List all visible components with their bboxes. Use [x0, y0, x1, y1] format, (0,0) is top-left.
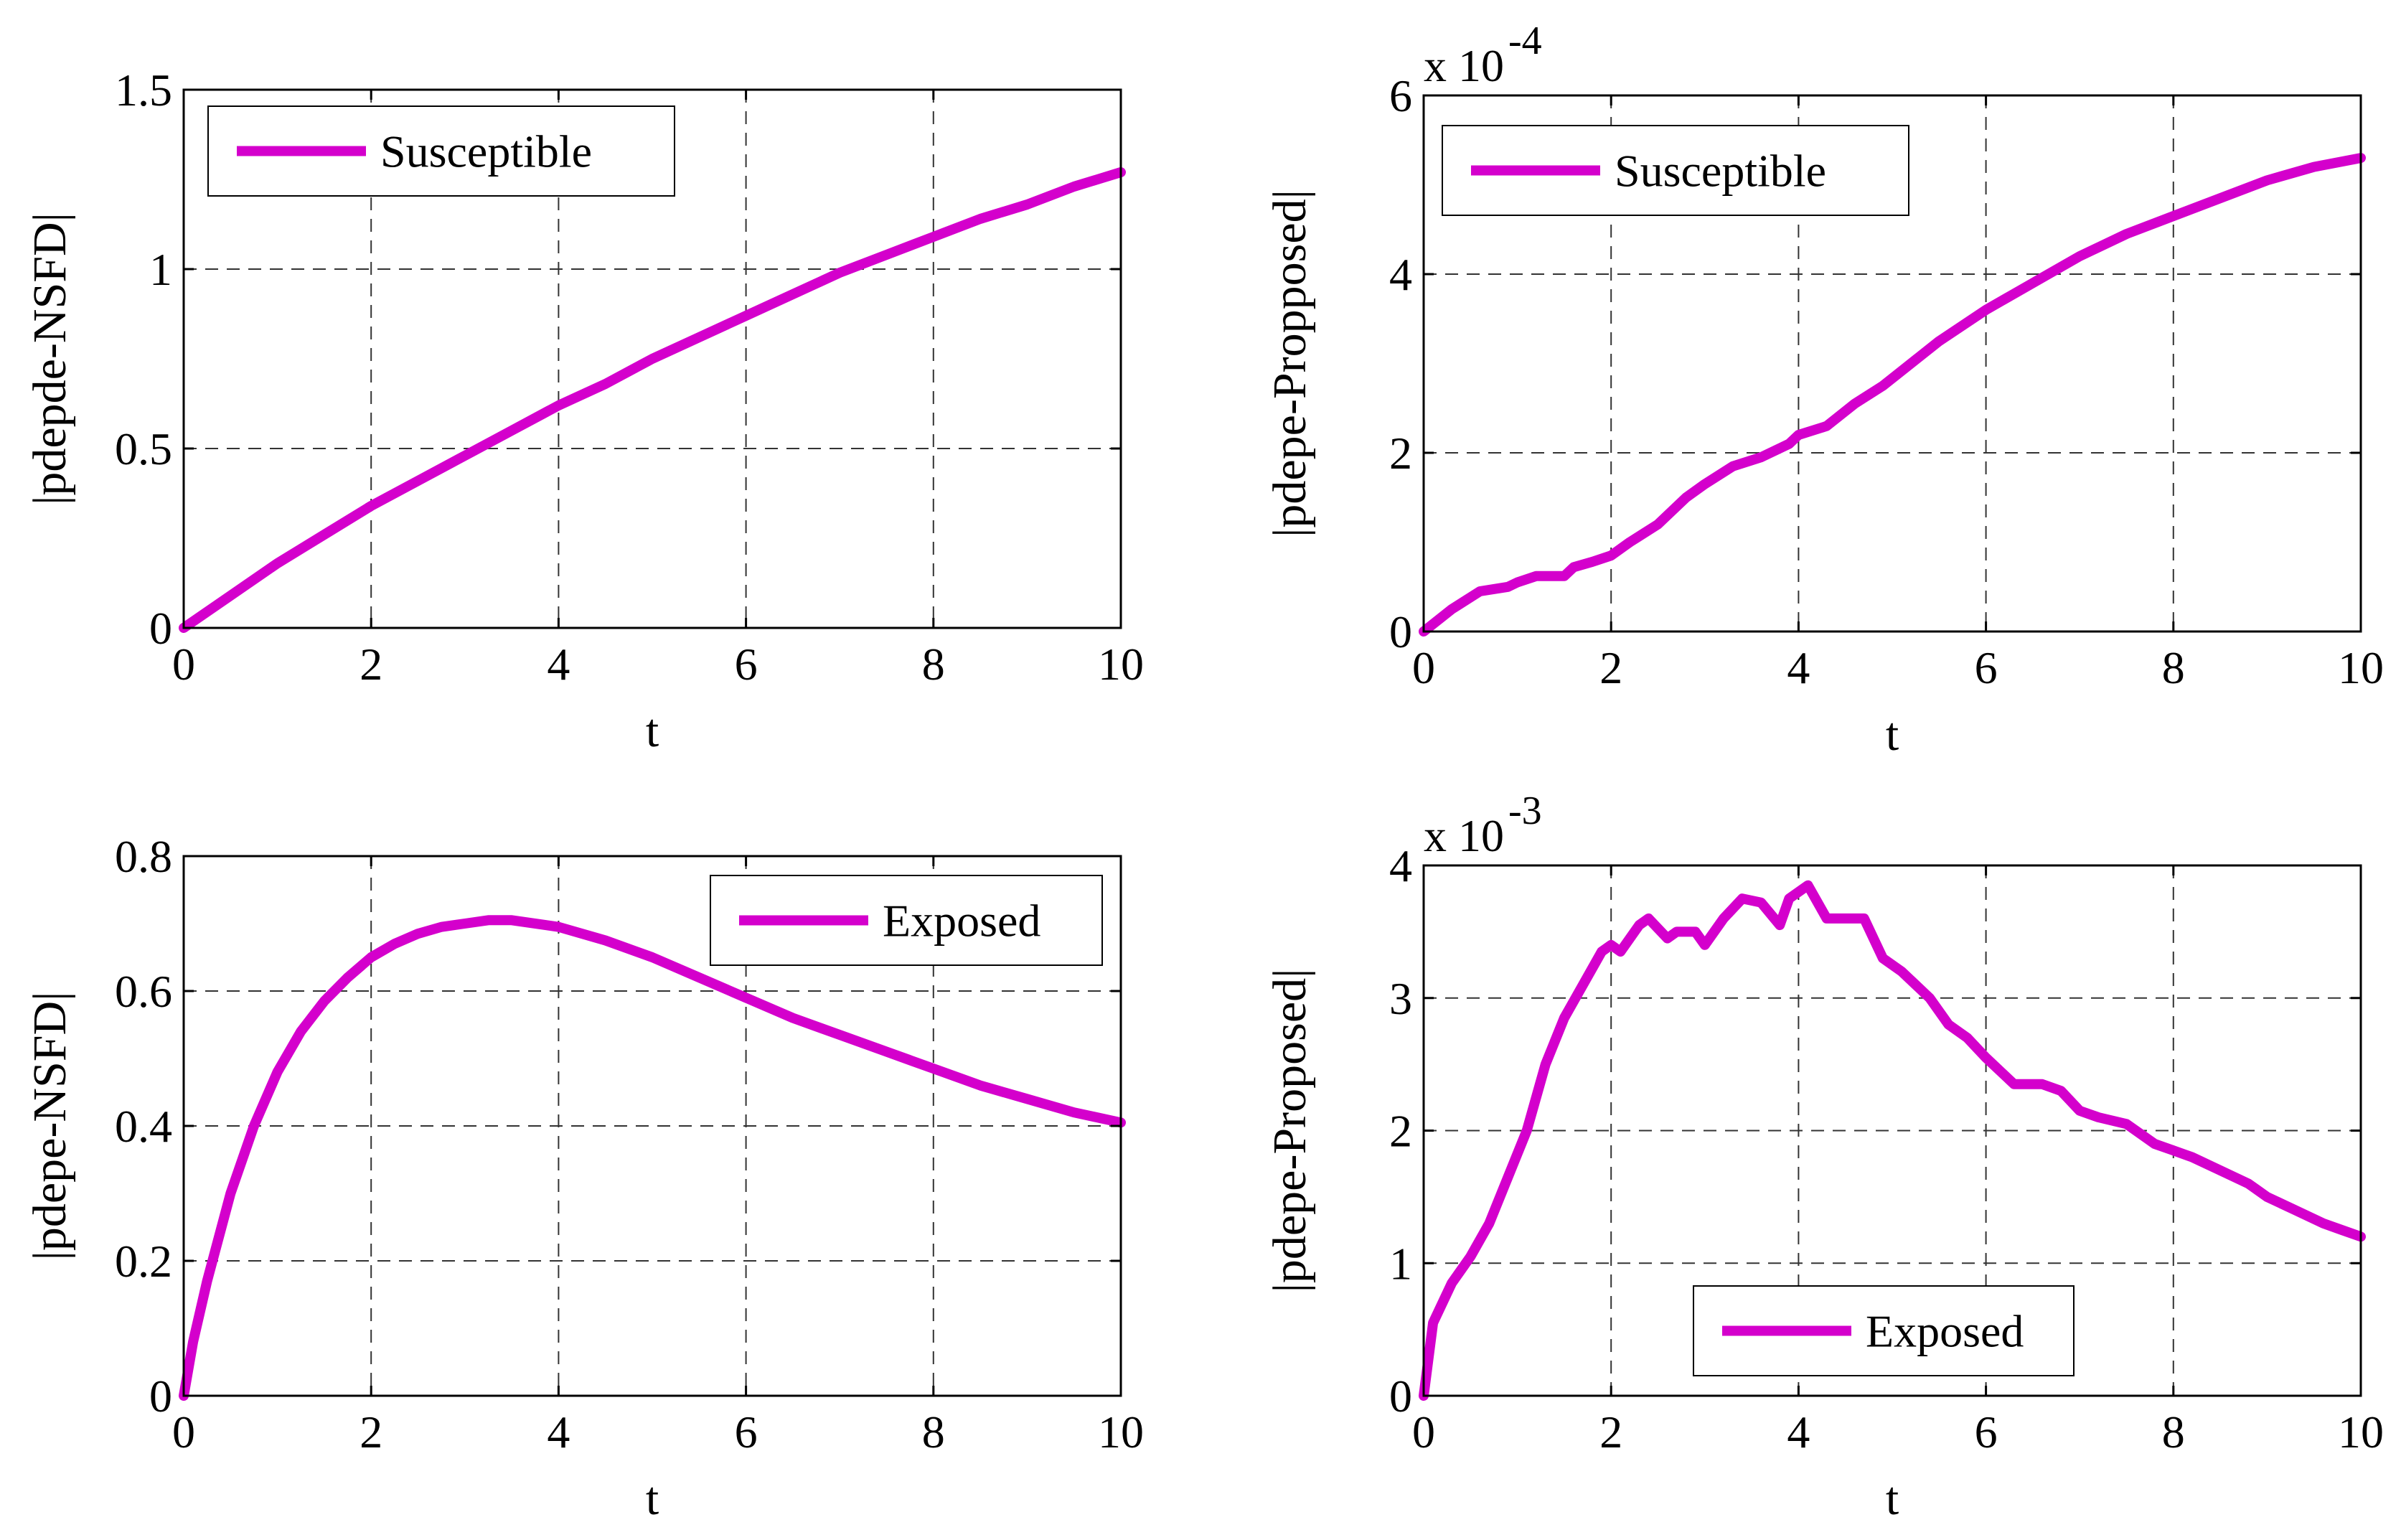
legend-entry-label: Exposed [883, 896, 1040, 947]
x-tick-label: 8 [2162, 1407, 2185, 1457]
axis-multiplier-label: x 10 [1424, 40, 1504, 91]
axis-multiplier-label: x 10 [1424, 810, 1504, 861]
series-line-exposed [179, 915, 1126, 1401]
legend: Susceptible [207, 105, 675, 197]
x-tick-label: 0 [172, 639, 195, 690]
series-line-susceptible [1419, 153, 2366, 637]
series-line-susceptible [179, 167, 1126, 633]
y-tick-label: 0.6 [115, 966, 172, 1017]
y-tick-label: 0.2 [115, 1236, 172, 1287]
legend: Susceptible [1442, 125, 1909, 216]
y-tick-label: 1.5 [115, 65, 172, 116]
y-axis-label: |pdepe-Propposed| [1264, 189, 1316, 537]
x-tick-label: 8 [2162, 642, 2185, 693]
series-line-exposed [1419, 880, 2366, 1401]
x-tick-label: 10 [2338, 1407, 2384, 1457]
axes-frame [182, 88, 1122, 629]
y-axis-label: |pdepde-NSFD| [24, 212, 76, 505]
y-tick-label: 0 [1389, 1371, 1412, 1422]
x-axis-label: t [1886, 708, 1899, 761]
y-tick-label: 0 [1389, 606, 1412, 657]
x-tick-label: 0 [1412, 1407, 1435, 1457]
y-axis-label: |pdepe-NSFD| [24, 992, 76, 1261]
x-axis-label: t [646, 705, 659, 757]
legend: Exposed [1693, 1285, 2075, 1376]
axis-multiplier-exponent: -3 [1508, 789, 1542, 833]
x-tick-label: 10 [1098, 639, 1144, 690]
legend-entry-label: Exposed [1866, 1306, 2024, 1357]
y-tick-label: 0.5 [115, 423, 172, 474]
x-tick-label: 0 [1412, 642, 1435, 693]
legend-entry-label: Susceptible [380, 126, 592, 177]
chart-panel-susceptible-proposed: 0 2 4 6 8 10 0 2 4 6 t |pdepe-Propposed| x 10 -4 Susce… [1264, 19, 2384, 761]
x-tick-label: 6 [1975, 1407, 1998, 1457]
x-axis-label: t [1886, 1473, 1899, 1525]
axes-frame [1422, 94, 2362, 633]
y-tick-label: 4 [1389, 249, 1412, 300]
x-tick-label: 6 [735, 1407, 758, 1457]
chart-panel-exposed-nsfd: 0 2 4 6 8 10 0 0.2 0.4 0.6 0.8 t |pdepe-NSFD| Exposed [24, 831, 1144, 1525]
y-tick-label: 3 [1389, 973, 1412, 1024]
x-tick-label: 0 [172, 1407, 195, 1457]
x-tick-label: 8 [922, 1407, 945, 1457]
x-tick-label: 2 [1599, 642, 1622, 693]
x-tick-label: 4 [1787, 642, 1810, 693]
x-tick-label: 6 [735, 639, 758, 690]
y-tick-label: 0.4 [115, 1101, 172, 1152]
y-tick-label: 1 [149, 244, 172, 295]
x-axis-label: t [646, 1473, 659, 1525]
y-tick-label: 1 [1389, 1238, 1412, 1289]
legend-entry-label: Susceptible [1615, 146, 1826, 197]
y-tick-label: 0 [149, 1371, 172, 1422]
x-tick-label: 10 [2338, 642, 2384, 693]
y-tick-label: 2 [1389, 428, 1412, 479]
y-tick-label: 6 [1389, 70, 1412, 121]
legend-box [207, 105, 675, 197]
y-tick-label: 2 [1389, 1106, 1412, 1157]
y-tick-label: 4 [1389, 840, 1412, 891]
x-tick-label: 4 [1787, 1407, 1810, 1457]
x-tick-label: 6 [1975, 642, 1998, 693]
legend: Exposed [710, 875, 1103, 966]
x-tick-label: 2 [1599, 1407, 1622, 1457]
chart-panel-exposed-proposed: 0 2 4 6 8 10 0 1 2 3 4 t |pdepe-Proposed| x 10 -3 Expos… [1264, 789, 2384, 1525]
x-tick-label: 2 [360, 1407, 382, 1457]
chart-panel-susceptible-nsfd: 0 2 4 6 8 10 0 0.5 1 1.5 t |pdepde-NSFD| Susceptible [24, 65, 1144, 757]
axis-multiplier-exponent: -4 [1508, 19, 1542, 63]
y-tick-label: 0.8 [115, 831, 172, 882]
x-tick-label: 2 [360, 639, 382, 690]
y-tick-label: 0 [149, 603, 172, 654]
y-axis-label: |pdepe-Proposed| [1264, 969, 1316, 1293]
x-tick-label: 10 [1098, 1407, 1144, 1457]
x-tick-label: 4 [547, 1407, 570, 1457]
x-tick-label: 4 [547, 639, 570, 690]
x-tick-label: 8 [922, 639, 945, 690]
